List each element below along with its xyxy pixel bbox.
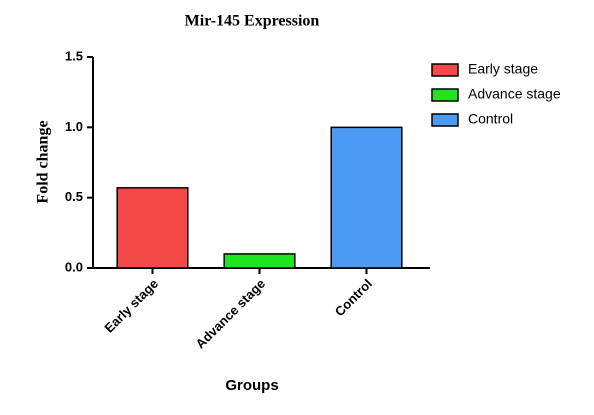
- y-axis-label: Fold change: [35, 120, 52, 203]
- bar: [223, 253, 296, 269]
- x-axis-label: Groups: [225, 377, 278, 394]
- y-tick-label: 0.5: [65, 189, 83, 204]
- legend-label: Advance stage: [468, 86, 561, 102]
- chart-title: Mir-145 Expression: [185, 13, 320, 30]
- y-tick-label: 0.0: [65, 259, 83, 274]
- y-tick-label: 1.0: [65, 119, 83, 134]
- legend-swatch: [431, 113, 459, 127]
- legend-label: Control: [468, 111, 513, 127]
- legend-label: Early stage: [468, 61, 538, 77]
- y-tick-label: 1.5: [65, 48, 83, 63]
- bar: [330, 126, 403, 269]
- bar: [116, 187, 189, 269]
- legend-swatch: [431, 63, 459, 77]
- legend-swatch: [431, 88, 459, 102]
